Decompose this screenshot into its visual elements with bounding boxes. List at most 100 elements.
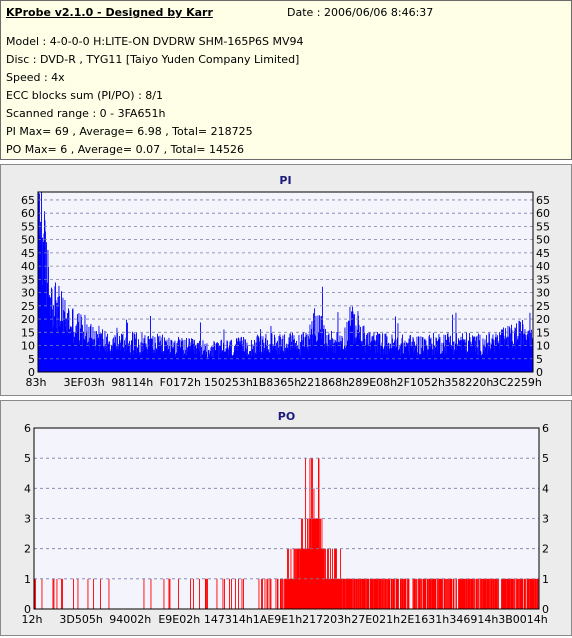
pi-bar xyxy=(211,356,212,372)
pi-bar xyxy=(507,325,509,372)
pi-bar xyxy=(293,339,294,372)
pi-bar xyxy=(258,336,259,372)
pi-bar xyxy=(177,353,178,372)
pi-bar xyxy=(446,354,448,372)
pi-bar xyxy=(282,351,283,372)
pi-bar xyxy=(121,339,123,372)
pi-bar xyxy=(530,332,531,372)
pi-bar xyxy=(285,347,286,372)
pi-bar xyxy=(197,344,199,372)
po-bar xyxy=(337,578,338,609)
pi-bar xyxy=(45,281,47,372)
pi-bar xyxy=(151,338,153,372)
po-xtick-5: 1AE9E1h xyxy=(253,613,302,626)
pi-bar xyxy=(373,332,375,372)
po-bar xyxy=(497,578,498,609)
pi-bar xyxy=(388,342,389,372)
pi-bar xyxy=(266,351,268,372)
pi-bar xyxy=(79,340,81,372)
pi-bar xyxy=(166,339,168,372)
po-bar xyxy=(528,578,529,609)
po-ytick-left-2: 2 xyxy=(24,543,31,556)
pi-bar xyxy=(425,346,426,372)
pi-bar xyxy=(447,332,449,372)
pi-bar xyxy=(260,335,262,372)
pi-ytick-right-11: 55 xyxy=(536,220,550,233)
po-bar xyxy=(301,548,303,609)
po-xtick-7: 27E021h xyxy=(351,613,400,626)
pi-bar xyxy=(295,346,297,372)
po-bar xyxy=(515,578,517,609)
po-bar xyxy=(347,578,348,609)
pi-bar xyxy=(246,354,247,372)
pi-bar xyxy=(175,356,176,372)
pi-ytick-left-3: 15 xyxy=(21,326,35,339)
po-bar xyxy=(492,578,493,609)
pi-bar xyxy=(383,354,384,372)
po-ytick-right-4: 4 xyxy=(542,482,549,495)
pi-bar xyxy=(272,350,273,372)
pi-bar xyxy=(359,332,360,372)
pi-bar xyxy=(337,312,339,372)
pi-ytick-right-13: 65 xyxy=(536,194,550,207)
pi-bar xyxy=(86,331,87,372)
po-bar xyxy=(475,578,477,609)
pi-bar xyxy=(413,352,415,372)
pi-xtick-4: 150253h xyxy=(204,376,253,389)
pi-bar xyxy=(444,354,445,372)
pi-bar xyxy=(232,355,234,372)
pi-bar xyxy=(334,342,335,372)
po-bar xyxy=(301,518,302,609)
po-bar xyxy=(513,578,514,609)
pi-bar xyxy=(117,333,118,372)
po-bar xyxy=(485,578,486,609)
pi-bar xyxy=(194,353,196,372)
pi-bar xyxy=(112,339,114,372)
po-xtick-9: 346914h xyxy=(449,613,498,626)
pi-bar xyxy=(455,343,456,372)
po-bar xyxy=(205,578,207,609)
pi-bar xyxy=(195,344,197,372)
pi-bar xyxy=(518,340,519,372)
pi-xtick-10: 3C2259h xyxy=(492,376,542,389)
pi-bar xyxy=(89,348,91,372)
pi-bar xyxy=(220,340,222,372)
po-bar xyxy=(343,578,345,609)
pi-bar xyxy=(264,350,265,372)
pi-bar xyxy=(441,342,443,372)
po-bar xyxy=(429,578,431,609)
pi-bar xyxy=(341,335,343,372)
pi-bar xyxy=(96,331,97,372)
pi-bar xyxy=(49,297,51,372)
pi-bar xyxy=(144,335,146,372)
pi-ytick-left-6: 30 xyxy=(21,287,35,300)
po-bar xyxy=(517,578,518,609)
pi-bar xyxy=(491,344,492,372)
pi-bar xyxy=(257,346,259,372)
pi-bar xyxy=(435,347,436,372)
po-bar xyxy=(360,578,361,609)
po-bars xyxy=(34,458,540,609)
pi-bar xyxy=(126,319,127,372)
pi-bar xyxy=(515,328,516,372)
pi-bar xyxy=(54,316,55,372)
pi-bar xyxy=(69,329,71,372)
po-xtick-0: 12h xyxy=(22,613,43,626)
pi-bar xyxy=(351,311,352,372)
po-bar xyxy=(453,578,455,609)
pi-bar xyxy=(147,353,148,372)
pi-bar xyxy=(307,334,309,372)
pi-bar xyxy=(315,335,316,372)
po-bar xyxy=(288,578,290,609)
pi-bar xyxy=(227,347,229,372)
po-bar xyxy=(427,578,428,609)
pi-bar xyxy=(85,340,87,372)
pi-bar xyxy=(237,351,238,372)
po-bar xyxy=(277,578,278,609)
pi-bar xyxy=(44,211,45,372)
pi-bar xyxy=(248,354,249,372)
pi-bar xyxy=(221,339,222,372)
pi-bar xyxy=(528,330,530,372)
pi-bar xyxy=(123,347,124,372)
pi-bar xyxy=(497,335,498,372)
